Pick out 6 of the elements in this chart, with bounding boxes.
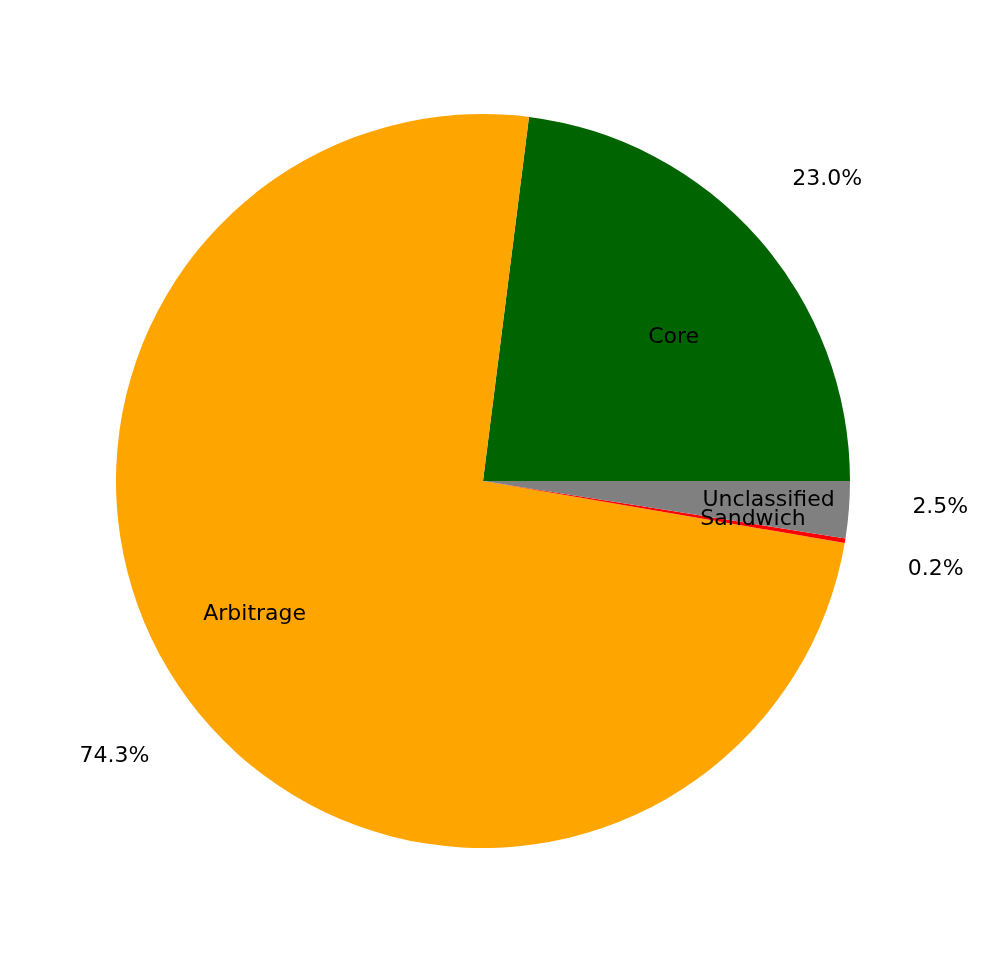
slice-label: Core — [648, 323, 700, 349]
data-label: 23.0% — [792, 165, 863, 191]
data-label: 0.2% — [907, 555, 964, 581]
data-label: 74.3% — [79, 741, 150, 767]
slice-label: Arbitrage — [203, 599, 307, 625]
data-label: 2.5% — [912, 492, 969, 518]
